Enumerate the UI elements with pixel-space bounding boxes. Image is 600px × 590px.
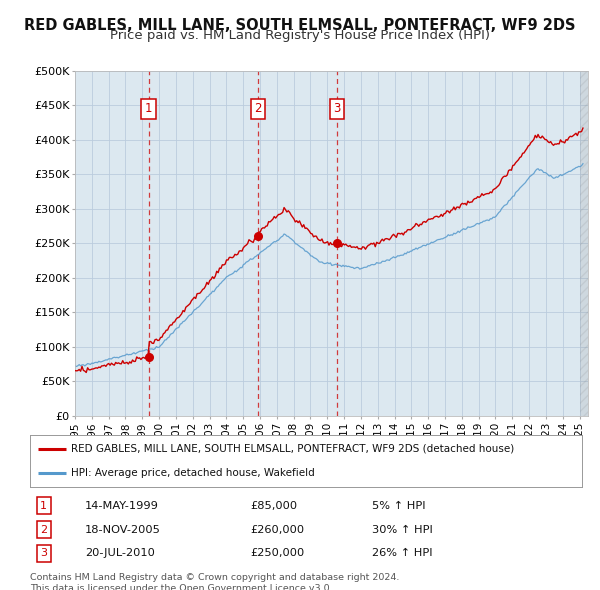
Text: Contains HM Land Registry data © Crown copyright and database right 2024.
This d: Contains HM Land Registry data © Crown c… <box>30 573 400 590</box>
Text: £260,000: £260,000 <box>251 525 305 535</box>
Text: 3: 3 <box>40 549 47 558</box>
Text: RED GABLES, MILL LANE, SOUTH ELMSALL, PONTEFRACT, WF9 2DS (detached house): RED GABLES, MILL LANE, SOUTH ELMSALL, PO… <box>71 444 515 454</box>
Text: RED GABLES, MILL LANE, SOUTH ELMSALL, PONTEFRACT, WF9 2DS: RED GABLES, MILL LANE, SOUTH ELMSALL, PO… <box>24 18 576 32</box>
Text: £250,000: £250,000 <box>251 549 305 558</box>
Text: 5% ↑ HPI: 5% ↑ HPI <box>372 501 426 510</box>
Text: 1: 1 <box>145 102 152 115</box>
Text: Price paid vs. HM Land Registry's House Price Index (HPI): Price paid vs. HM Land Registry's House … <box>110 30 490 42</box>
Text: 26% ↑ HPI: 26% ↑ HPI <box>372 549 433 558</box>
Text: 30% ↑ HPI: 30% ↑ HPI <box>372 525 433 535</box>
Text: 18-NOV-2005: 18-NOV-2005 <box>85 525 161 535</box>
Text: 1: 1 <box>40 501 47 510</box>
Text: 2: 2 <box>254 102 262 115</box>
Text: 14-MAY-1999: 14-MAY-1999 <box>85 501 159 510</box>
Text: 2: 2 <box>40 525 47 535</box>
Text: HPI: Average price, detached house, Wakefield: HPI: Average price, detached house, Wake… <box>71 468 315 478</box>
Text: £85,000: £85,000 <box>251 501 298 510</box>
Text: 3: 3 <box>333 102 340 115</box>
Bar <box>580 71 588 416</box>
Text: 20-JUL-2010: 20-JUL-2010 <box>85 549 155 558</box>
